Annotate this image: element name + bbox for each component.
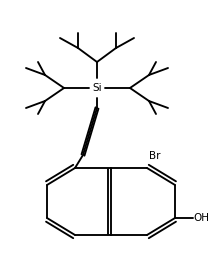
Text: Br: Br — [149, 151, 161, 161]
Text: OH: OH — [194, 213, 210, 223]
Text: Si: Si — [92, 83, 102, 93]
